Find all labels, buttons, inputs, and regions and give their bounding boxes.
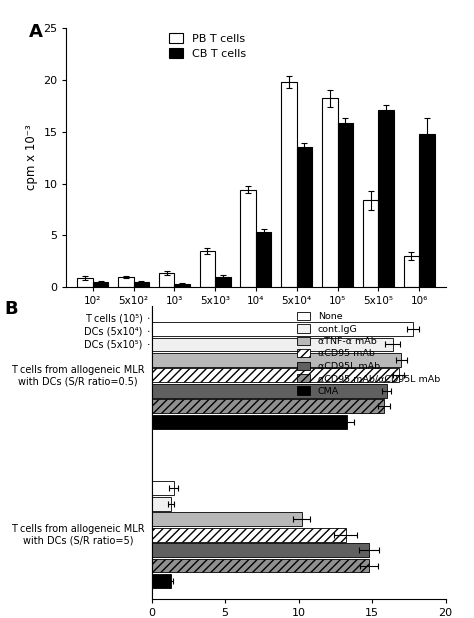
Bar	[93, 282, 109, 287]
Y-axis label: cpm x 10⁻³: cpm x 10⁻³	[25, 125, 37, 190]
Text: B: B	[5, 300, 18, 318]
Bar	[403, 256, 419, 287]
X-axis label: DCs/well: DCs/well	[226, 312, 286, 325]
Text: T cells (10⁵): T cells (10⁵)	[85, 313, 143, 323]
Text: DCs (5x10⁵): DCs (5x10⁵)	[84, 339, 143, 349]
Legend: None, cont.IgG, αTNF-α mAb, αCD95 mAb, αCD95L mAb, αCD95 mAb/αCD95L mAb, CMA: None, cont.IgG, αTNF-α mAb, αCD95 mAb, α…	[296, 311, 441, 397]
Bar	[152, 368, 399, 383]
Text: T cells from allogeneic MLR
with DCs (S/R ratio=5): T cells from allogeneic MLR with DCs (S/…	[11, 524, 145, 546]
Bar	[200, 251, 215, 287]
Bar	[152, 399, 384, 413]
Text: DCs (5x10⁴): DCs (5x10⁴)	[84, 326, 143, 336]
Bar	[152, 512, 301, 526]
Bar	[152, 543, 369, 557]
Bar	[337, 124, 353, 287]
Bar	[118, 277, 134, 287]
Bar	[256, 232, 272, 287]
Bar	[240, 190, 256, 287]
Bar	[152, 322, 413, 336]
Bar	[322, 98, 337, 287]
Bar	[363, 200, 378, 287]
Bar	[134, 282, 149, 287]
Bar	[159, 273, 174, 287]
Bar	[152, 384, 387, 397]
Text: A: A	[28, 23, 42, 41]
Bar	[152, 574, 171, 588]
Bar	[152, 337, 392, 352]
Bar	[152, 415, 347, 428]
Bar	[378, 110, 394, 287]
Bar	[281, 82, 297, 287]
Bar	[152, 481, 173, 496]
Legend: PB T cells, CB T cells: PB T cells, CB T cells	[167, 31, 249, 61]
Bar	[297, 147, 312, 287]
Bar	[152, 497, 171, 511]
Bar	[419, 133, 435, 287]
Text: T cells from allogeneic MLR
with DCs (S/R ratio=0.5): T cells from allogeneic MLR with DCs (S/…	[11, 365, 145, 386]
Bar	[215, 277, 231, 287]
Bar	[77, 278, 93, 287]
Bar	[152, 353, 401, 367]
Bar	[174, 284, 190, 287]
Bar	[152, 559, 369, 572]
Bar	[152, 528, 346, 541]
